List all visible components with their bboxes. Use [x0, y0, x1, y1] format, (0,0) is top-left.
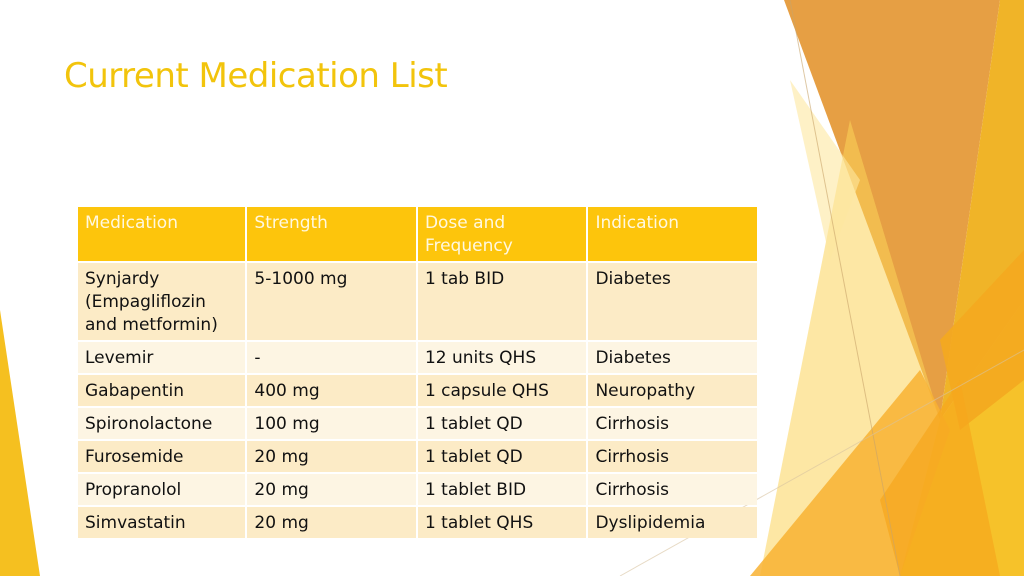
- cell-strength: -: [247, 342, 416, 373]
- deco-facet: [790, 80, 860, 260]
- page-title: Current Medication List: [64, 56, 448, 96]
- cell-medication: Spironolactone: [78, 408, 246, 439]
- cell-dose: 1 tablet QD: [417, 441, 587, 472]
- deco-line: [789, 0, 901, 576]
- cell-indication: Diabetes: [588, 263, 757, 340]
- cell-strength: 400 mg: [247, 375, 416, 406]
- header-medication: Medication: [78, 207, 246, 261]
- cell-strength: 20 mg: [247, 441, 416, 472]
- table-row: Synjardy (Empagliflozin and metformin) 5…: [78, 263, 757, 340]
- cell-indication: Cirrhosis: [588, 474, 757, 505]
- cell-indication: Cirrhosis: [588, 441, 757, 472]
- cell-medication: Furosemide: [78, 441, 246, 472]
- cell-indication: Cirrhosis: [588, 408, 757, 439]
- cell-strength: 20 mg: [247, 507, 416, 538]
- header-dose-frequency: Dose and Frequency: [417, 207, 587, 261]
- table-header-row: Medication Strength Dose and Frequency I…: [78, 207, 757, 261]
- cell-indication: Diabetes: [588, 342, 757, 373]
- cell-strength: 5-1000 mg: [247, 263, 416, 340]
- table-row: Spironolactone 100 mg 1 tablet QD Cirrho…: [78, 408, 757, 439]
- cell-medication: Propranolol: [78, 474, 246, 505]
- table-row: Gabapentin 400 mg 1 capsule QHS Neuropat…: [78, 375, 757, 406]
- cell-dose: 1 tab BID: [417, 263, 587, 340]
- deco-facet: [880, 380, 1000, 576]
- cell-medication: Levemir: [78, 342, 246, 373]
- cell-dose: 1 tablet BID: [417, 474, 587, 505]
- deco-line: [619, 349, 1024, 576]
- deco-facet: [0, 310, 40, 576]
- header-strength: Strength: [247, 207, 416, 261]
- cell-dose: 1 capsule QHS: [417, 375, 587, 406]
- header-indication: Indication: [588, 207, 757, 261]
- table-row: Furosemide 20 mg 1 tablet QD Cirrhosis: [78, 441, 757, 472]
- table-row: Simvastatin 20 mg 1 tablet QHS Dyslipide…: [78, 507, 757, 538]
- cell-dose: 1 tablet QD: [417, 408, 587, 439]
- cell-indication: Neuropathy: [588, 375, 757, 406]
- medication-table: Medication Strength Dose and Frequency I…: [76, 205, 759, 540]
- cell-strength: 20 mg: [247, 474, 416, 505]
- cell-dose: 1 tablet QHS: [417, 507, 587, 538]
- table-row: Levemir - 12 units QHS Diabetes: [78, 342, 757, 373]
- cell-medication: Gabapentin: [78, 375, 246, 406]
- cell-strength: 100 mg: [247, 408, 416, 439]
- deco-facet: [784, 0, 1000, 420]
- cell-medication: Synjardy (Empagliflozin and metformin): [78, 263, 246, 340]
- table-row: Propranolol 20 mg 1 tablet BID Cirrhosis: [78, 474, 757, 505]
- cell-indication: Dyslipidemia: [588, 507, 757, 538]
- cell-medication: Simvastatin: [78, 507, 246, 538]
- cell-dose: 12 units QHS: [417, 342, 587, 373]
